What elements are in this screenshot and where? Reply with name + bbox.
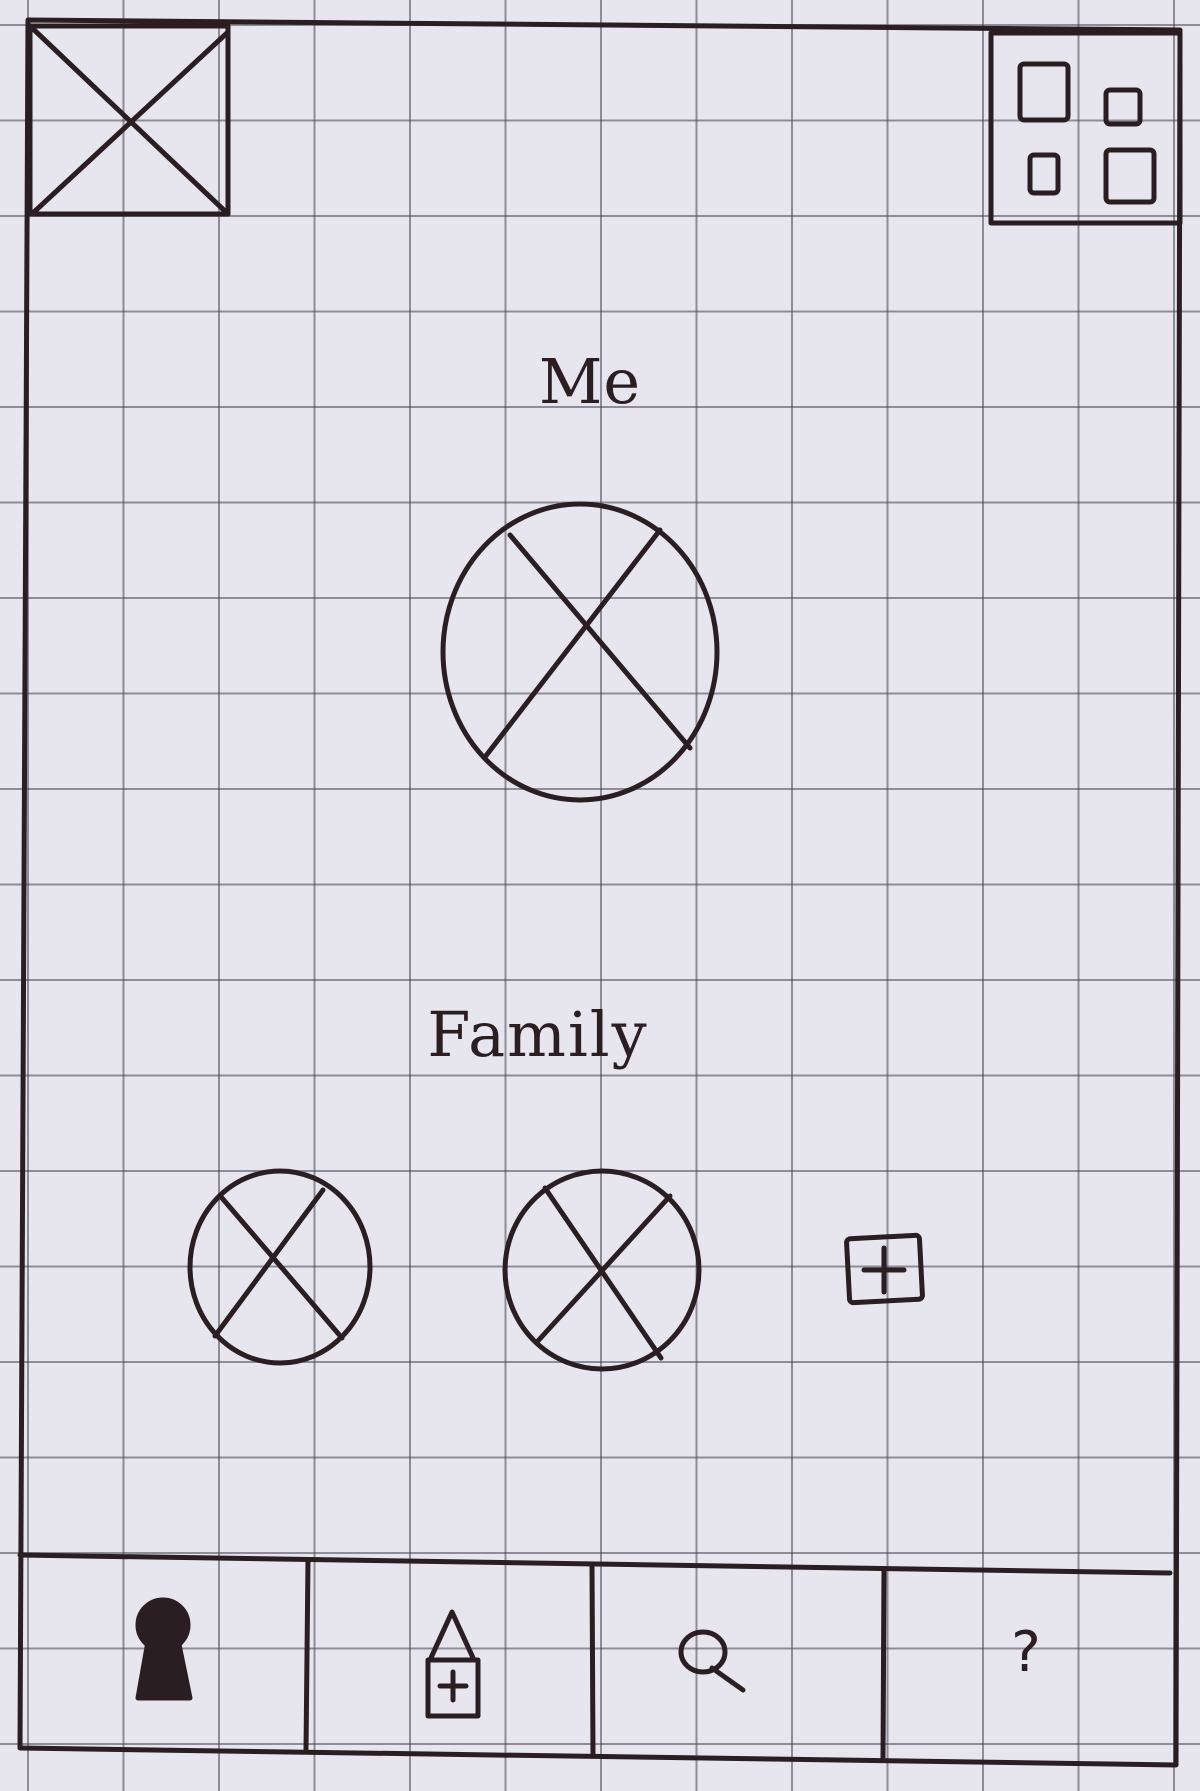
home-icon[interactable] [425,1609,481,1719]
grid-menu-icon[interactable] [988,30,1183,226]
logo-placeholder[interactable] [27,23,231,217]
phone-frame [17,17,1183,1768]
help-icon[interactable]: ? [1011,1620,1041,1685]
family-section-title: Family [427,998,649,1071]
family-member-avatar[interactable] [187,1168,373,1366]
family-member-avatar[interactable] [502,1168,702,1372]
me-avatar[interactable] [440,501,720,803]
search-icon[interactable] [678,1629,746,1693]
keyhole-icon[interactable] [135,1597,193,1701]
bottom-nav-bar [17,1552,1173,1763]
add-member-icon[interactable] [844,1232,925,1306]
me-section-title: Me [538,345,642,418]
